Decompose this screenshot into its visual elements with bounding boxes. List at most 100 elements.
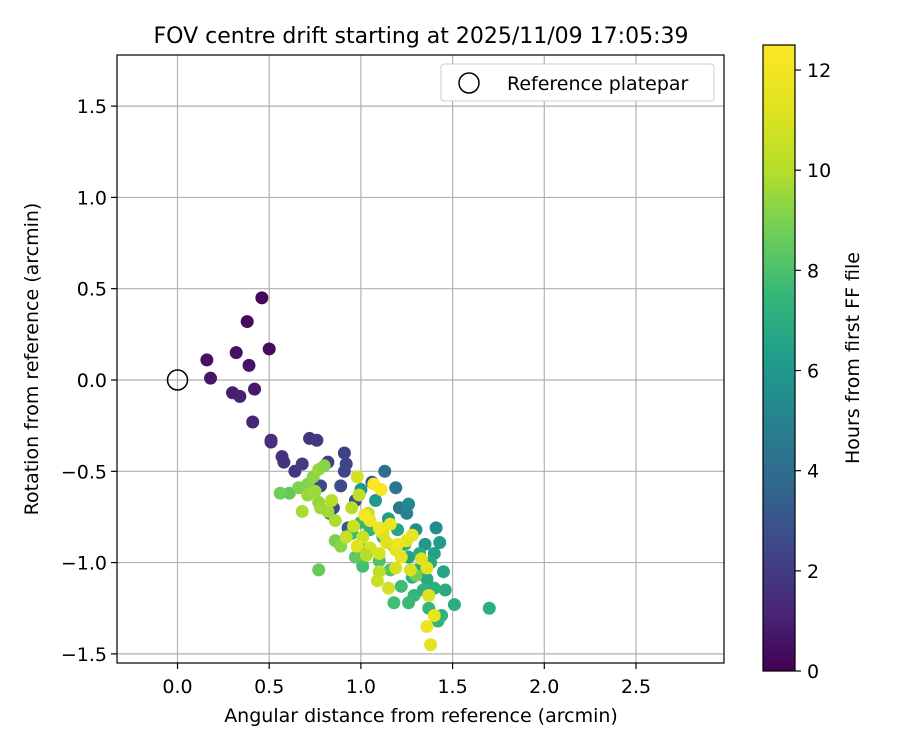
y-tick-label: −0.5 (61, 461, 107, 483)
data-point (328, 514, 342, 528)
data-point (372, 521, 386, 535)
x-axis-ticks: 0.0 0.5 1.0 1.5 2.0 2.5 (162, 663, 651, 698)
data-point (420, 572, 434, 586)
data-point (389, 561, 403, 575)
data-point (433, 535, 447, 549)
data-point (339, 530, 353, 544)
reference-platepar-marker (166, 369, 189, 391)
y-tick-label: 0.5 (77, 279, 107, 301)
data-point (394, 550, 408, 564)
colorbar: 0 2 4 6 8 10 12 Hours from first FF file (762, 44, 864, 683)
y-axis-label: Rotation from reference (arcmin) (21, 203, 43, 516)
data-point (356, 559, 370, 573)
data-point (334, 479, 348, 493)
data-point (436, 565, 450, 579)
colorbar-ticks: 0 2 4 6 8 10 12 (795, 60, 831, 683)
data-point (312, 563, 326, 577)
colorbar-tick-label: 8 (807, 260, 819, 282)
data-point (358, 508, 372, 522)
x-tick-label: 1.0 (346, 676, 376, 698)
data-point (350, 539, 364, 553)
data-point (240, 315, 254, 329)
data-point (295, 504, 309, 518)
data-point (246, 415, 260, 429)
data-point (325, 494, 339, 508)
data-point (391, 537, 405, 551)
data-point (337, 446, 351, 460)
legend: Reference platepar (440, 63, 715, 102)
chart-title: FOV centre drift starting at 2025/11/09 … (154, 24, 689, 49)
data-point (273, 486, 287, 500)
data-point (424, 638, 438, 652)
legend-box (440, 63, 715, 102)
data-point (262, 342, 276, 356)
scatter-points (200, 291, 496, 652)
colorbar-gradient (762, 44, 796, 672)
data-point (422, 588, 436, 602)
colorbar-label: Hours from first FF file (842, 252, 864, 464)
colorbar-tick-label: 6 (807, 361, 819, 383)
data-point (387, 596, 401, 610)
data-point (378, 464, 392, 478)
data-point (414, 552, 428, 566)
x-tick-label: 2.0 (529, 676, 559, 698)
colorbar-tick-label: 0 (807, 661, 819, 683)
legend-label: Reference platepar (507, 73, 689, 95)
data-point (277, 455, 291, 469)
plot-frame (116, 54, 725, 664)
data-point (229, 346, 243, 360)
x-tick-label: 0.0 (162, 676, 192, 698)
data-point (369, 494, 383, 508)
data-point (264, 435, 278, 449)
data-point (420, 619, 434, 633)
data-point (200, 353, 214, 367)
data-point (370, 574, 384, 588)
y-tick-label: −1.0 (61, 553, 107, 575)
colorbar-tick-label: 2 (807, 561, 819, 583)
data-point (337, 464, 351, 478)
data-point (345, 501, 359, 515)
data-point (405, 528, 419, 542)
data-point (389, 481, 403, 495)
data-point (204, 371, 218, 385)
data-point (383, 517, 397, 531)
data-point (314, 501, 328, 515)
x-axis-label: Angular distance from reference (arcmin) (224, 705, 618, 727)
data-point (447, 598, 461, 612)
data-point (438, 583, 452, 597)
y-axis-ticks: −1.5 −1.0 −0.5 0.0 0.5 1.0 1.5 (61, 96, 117, 666)
data-point (482, 601, 496, 615)
colorbar-tick-label: 10 (807, 160, 831, 182)
data-point (295, 457, 309, 471)
colorbar-tick-label: 12 (807, 60, 831, 82)
data-point (429, 521, 443, 535)
data-point (394, 579, 408, 593)
y-tick-label: −1.5 (61, 644, 107, 666)
data-point (402, 497, 416, 511)
data-point (402, 596, 416, 610)
data-point (248, 382, 262, 396)
data-point (350, 470, 364, 484)
data-point (242, 358, 256, 372)
data-point (310, 433, 324, 447)
data-point (427, 609, 441, 623)
data-point (347, 519, 361, 533)
data-point (403, 563, 417, 577)
data-point (233, 389, 247, 403)
data-point (359, 548, 373, 562)
data-point (348, 550, 362, 564)
y-tick-label: 1.0 (77, 187, 107, 209)
x-tick-label: 2.5 (621, 676, 651, 698)
data-point (381, 581, 395, 595)
data-point (372, 546, 386, 560)
data-point (308, 484, 322, 498)
data-point (317, 459, 331, 473)
x-tick-label: 1.5 (437, 676, 467, 698)
y-tick-label: 1.5 (77, 96, 107, 118)
data-point (367, 477, 381, 491)
grid-lines (117, 55, 724, 663)
data-point (255, 291, 269, 305)
x-tick-label: 0.5 (254, 676, 284, 698)
data-point (380, 535, 394, 549)
